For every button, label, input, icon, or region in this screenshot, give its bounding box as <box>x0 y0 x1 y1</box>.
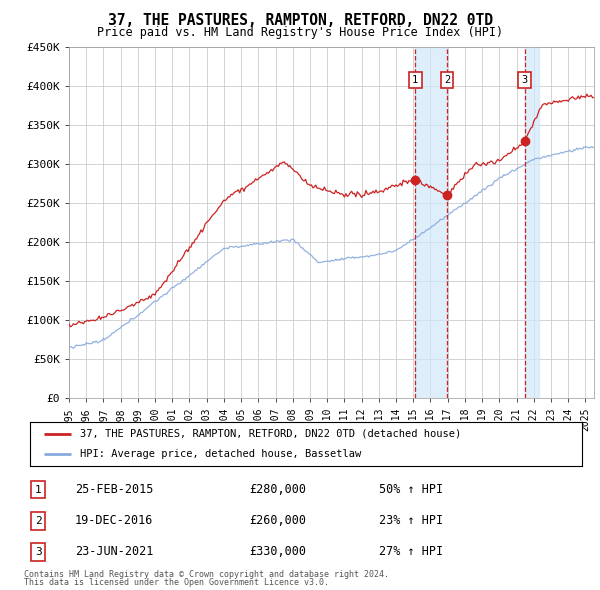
Text: £280,000: £280,000 <box>250 483 307 496</box>
Text: 23-JUN-2021: 23-JUN-2021 <box>75 545 153 558</box>
Text: 50% ↑ HPI: 50% ↑ HPI <box>379 483 443 496</box>
Text: £330,000: £330,000 <box>250 545 307 558</box>
Text: £260,000: £260,000 <box>250 514 307 527</box>
Text: 3: 3 <box>521 75 528 85</box>
Text: 3: 3 <box>35 547 41 557</box>
Text: 1: 1 <box>412 75 418 85</box>
Text: 2: 2 <box>35 516 41 526</box>
Text: HPI: Average price, detached house, Bassetlaw: HPI: Average price, detached house, Bass… <box>80 449 361 459</box>
Text: 25-FEB-2015: 25-FEB-2015 <box>75 483 153 496</box>
Text: 37, THE PASTURES, RAMPTON, RETFORD, DN22 0TD: 37, THE PASTURES, RAMPTON, RETFORD, DN22… <box>107 13 493 28</box>
Text: 19-DEC-2016: 19-DEC-2016 <box>75 514 153 527</box>
Text: 37, THE PASTURES, RAMPTON, RETFORD, DN22 0TD (detached house): 37, THE PASTURES, RAMPTON, RETFORD, DN22… <box>80 429 461 439</box>
Text: 23% ↑ HPI: 23% ↑ HPI <box>379 514 443 527</box>
Bar <box>415 47 447 398</box>
Text: 27% ↑ HPI: 27% ↑ HPI <box>379 545 443 558</box>
Text: Price paid vs. HM Land Registry's House Price Index (HPI): Price paid vs. HM Land Registry's House … <box>97 26 503 39</box>
Text: 1: 1 <box>35 484 41 494</box>
Text: 2: 2 <box>444 75 450 85</box>
Text: Contains HM Land Registry data © Crown copyright and database right 2024.: Contains HM Land Registry data © Crown c… <box>24 570 389 579</box>
Text: This data is licensed under the Open Government Licence v3.0.: This data is licensed under the Open Gov… <box>24 578 329 587</box>
Bar <box>524 47 539 398</box>
